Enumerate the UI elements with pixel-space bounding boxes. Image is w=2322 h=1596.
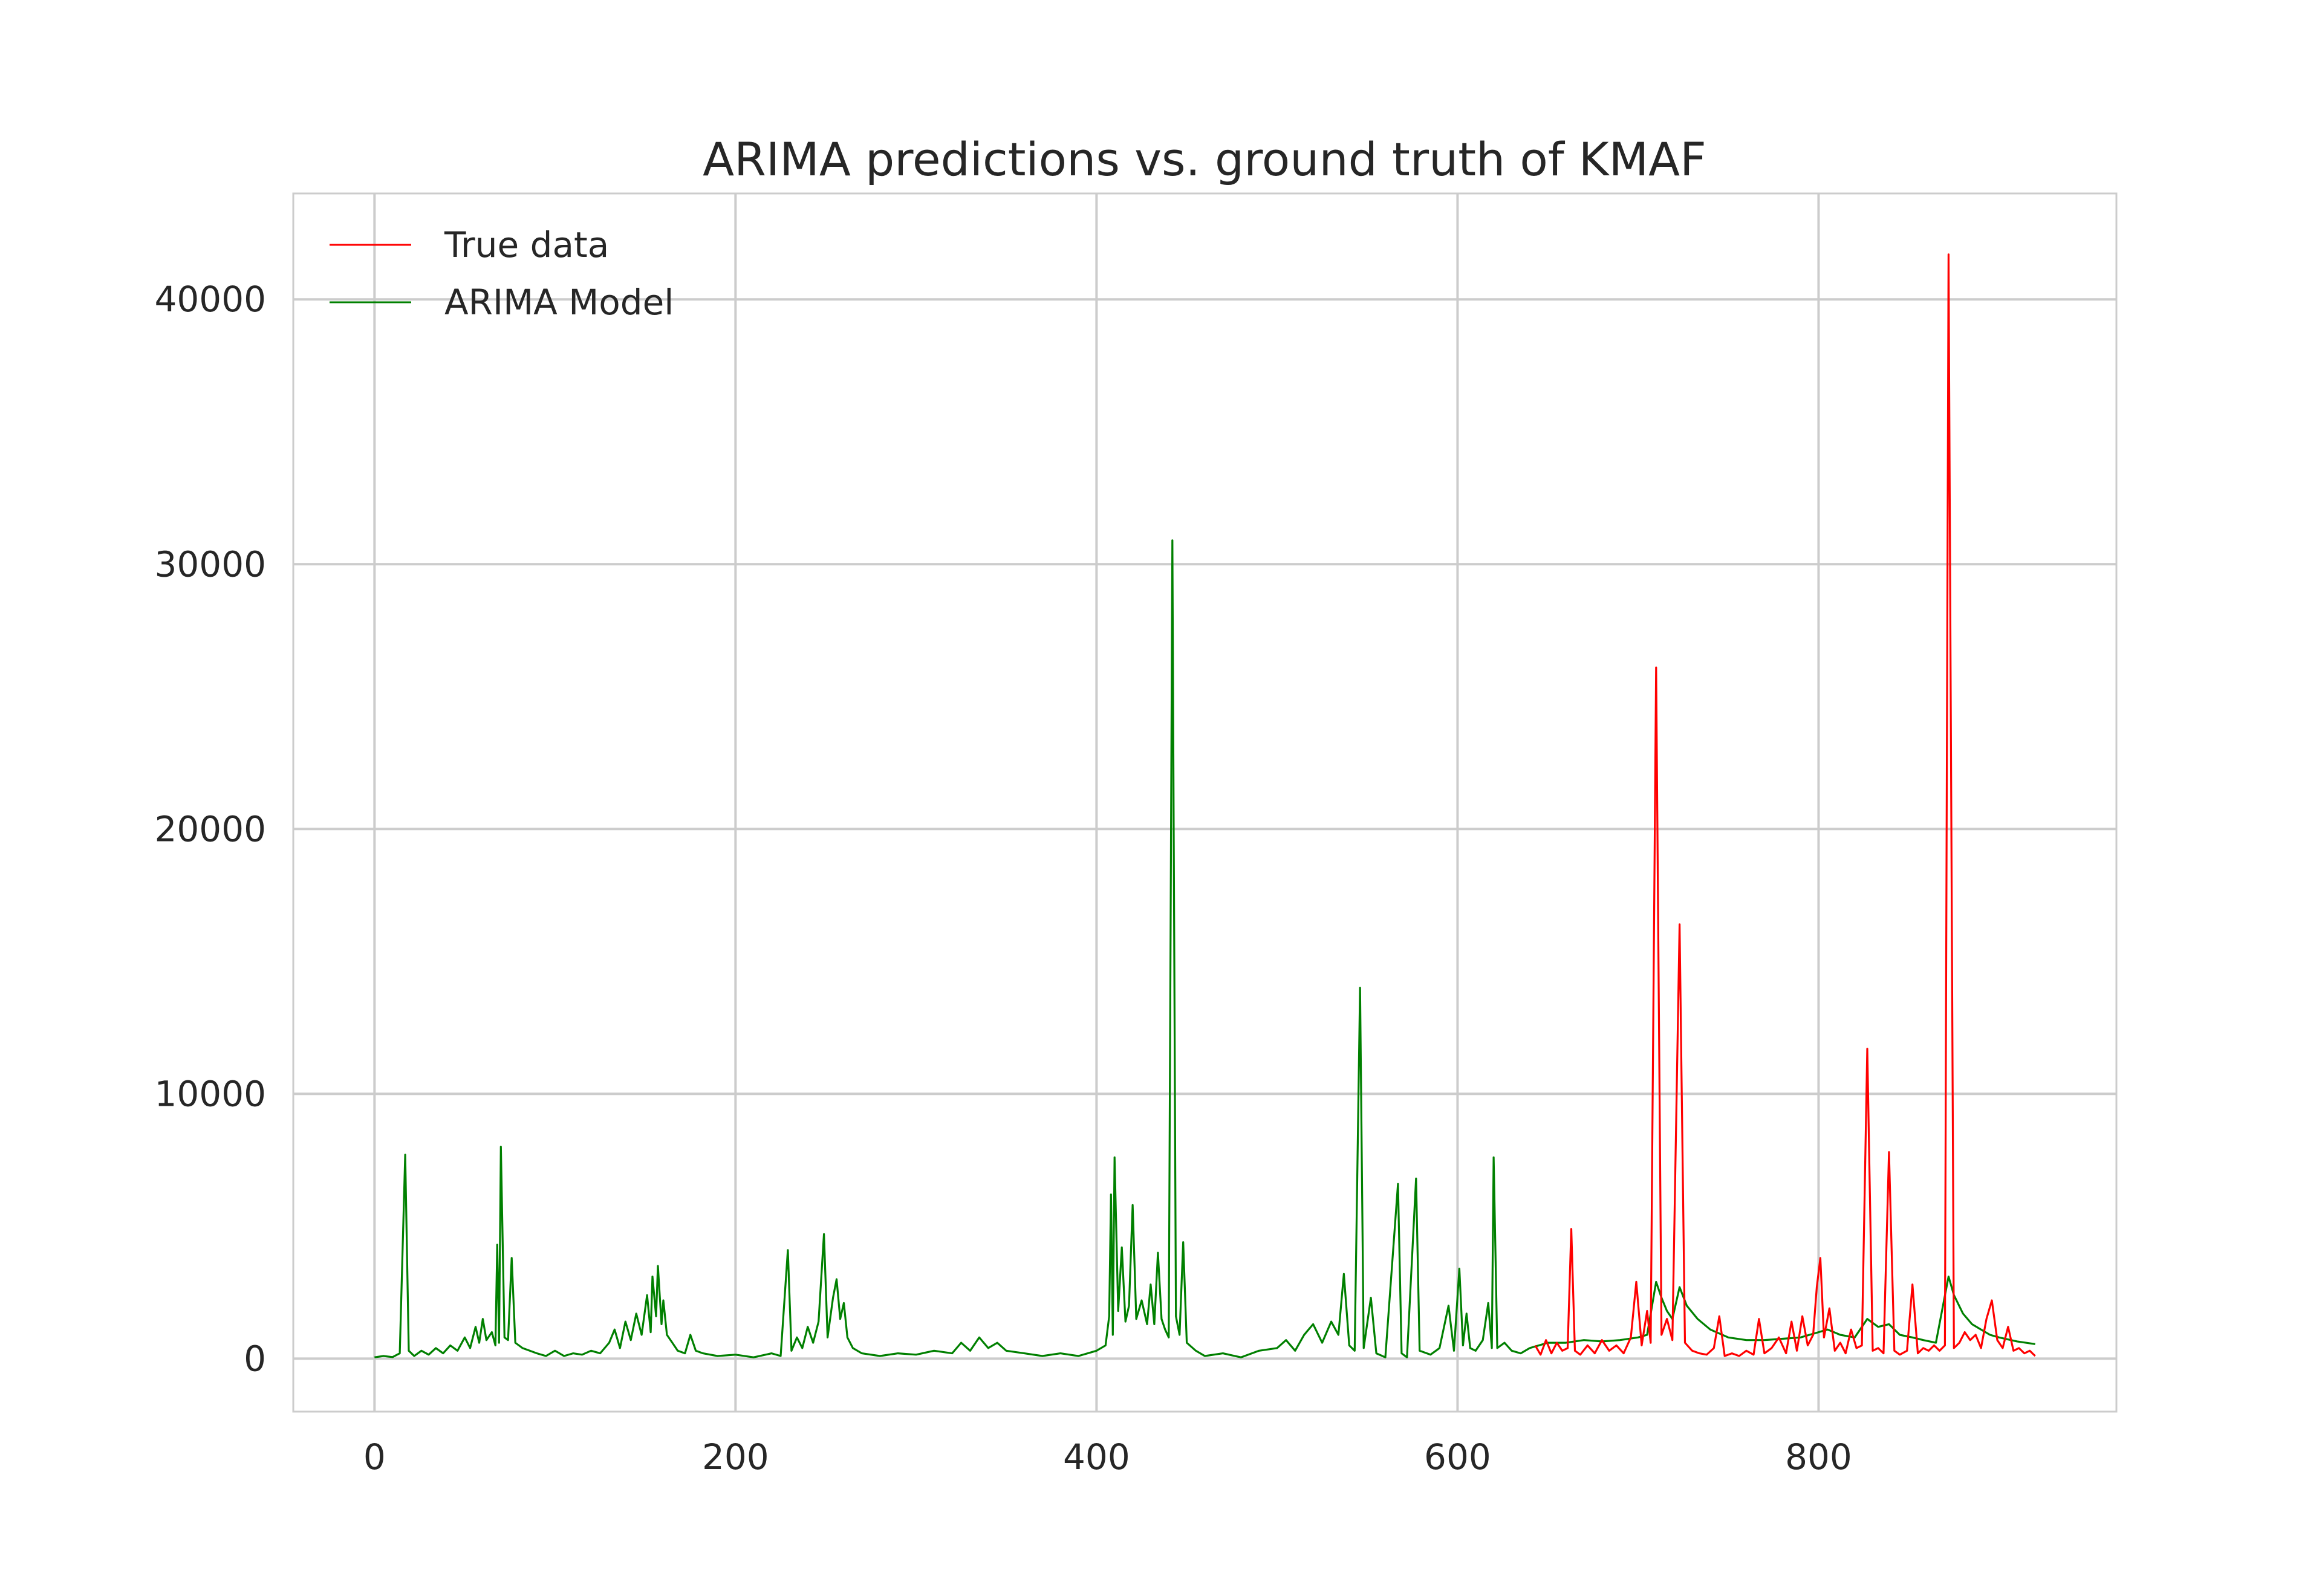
legend-label-true-data: True data xyxy=(444,224,609,265)
y-tick-label: 0 xyxy=(244,1338,266,1379)
y-tick-label: 20000 xyxy=(154,808,266,849)
y-tick-label: 40000 xyxy=(154,279,266,320)
x-tick-label: 200 xyxy=(702,1436,769,1478)
y-gridlines xyxy=(293,298,2116,1360)
plot-background xyxy=(293,193,2116,1412)
x-tick-label: 800 xyxy=(1785,1436,1852,1478)
chart-title: ARIMA predictions vs. ground truth of KM… xyxy=(703,132,1706,186)
y-tick-labels: 0 10000 20000 30000 40000 xyxy=(154,279,266,1379)
true-data-series-line xyxy=(1534,253,2036,1357)
legend-label-arima-model: ARIMA Model xyxy=(444,282,674,323)
x-gridlines xyxy=(373,193,1820,1412)
legend: True data ARIMA Model xyxy=(330,224,674,323)
series-layer xyxy=(374,253,2036,1358)
x-tick-labels: 0 200 400 600 800 xyxy=(363,1436,1852,1478)
x-tick-label: 600 xyxy=(1424,1436,1491,1478)
arima-model-series-line xyxy=(374,539,2035,1358)
x-tick-label: 0 xyxy=(363,1436,386,1478)
plot-frame xyxy=(292,192,2118,1413)
y-tick-label: 10000 xyxy=(154,1073,266,1114)
y-tick-label: 30000 xyxy=(154,543,266,585)
x-tick-label: 400 xyxy=(1063,1436,1130,1478)
